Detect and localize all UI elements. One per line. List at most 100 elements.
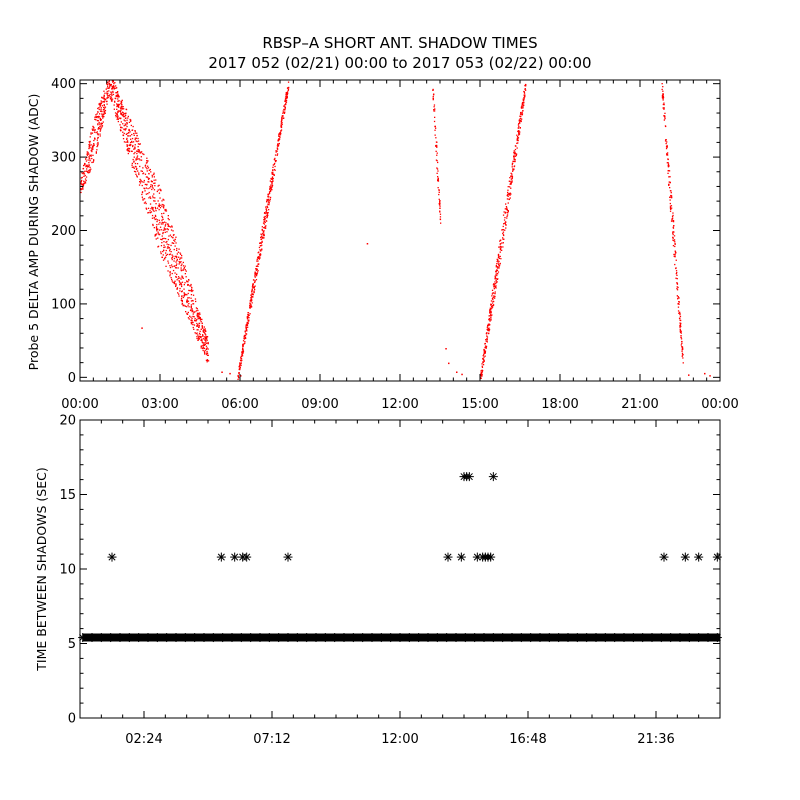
data-point — [240, 363, 242, 365]
data-point — [504, 229, 506, 231]
data-point — [667, 158, 669, 160]
data-point — [185, 270, 187, 272]
data-point — [197, 318, 199, 320]
x-tick-label: 03:00 — [141, 397, 178, 412]
data-point — [162, 222, 164, 224]
data-point — [669, 207, 672, 209]
data-point — [147, 212, 149, 214]
data-point — [266, 201, 268, 203]
data-point — [104, 100, 106, 102]
data-point — [167, 270, 169, 272]
data-point — [485, 340, 487, 342]
data-point — [492, 304, 495, 306]
data-point — [88, 156, 90, 158]
data-point — [523, 91, 525, 93]
data-point — [99, 105, 101, 107]
data-point — [178, 263, 180, 265]
data-point — [87, 166, 89, 168]
data-point — [95, 152, 97, 154]
data-point — [488, 319, 491, 321]
data-point — [196, 325, 198, 327]
data-point — [274, 162, 276, 165]
data-point — [507, 186, 509, 188]
data-point — [163, 205, 165, 207]
data-point — [178, 293, 180, 295]
data-point — [179, 284, 181, 286]
data-point — [114, 112, 117, 114]
data-point — [268, 193, 270, 195]
data-point — [116, 113, 118, 115]
data-point — [101, 125, 104, 127]
data-point — [499, 249, 502, 251]
data-point — [525, 85, 527, 87]
data-point — [179, 282, 181, 284]
data-point — [159, 188, 161, 190]
data-point — [141, 193, 143, 196]
data-point — [517, 137, 520, 139]
data-point — [274, 157, 276, 160]
data-point — [366, 243, 369, 245]
data-point — [439, 218, 442, 221]
data-point — [506, 207, 508, 209]
data-point — [436, 154, 438, 156]
data-point — [134, 137, 136, 139]
data-point — [161, 213, 163, 215]
data-point — [200, 336, 202, 339]
data-point — [147, 193, 149, 195]
data-point — [156, 230, 158, 232]
data-point — [276, 150, 278, 152]
data-point — [470, 633, 480, 643]
data-point — [261, 234, 263, 236]
data-point — [259, 255, 261, 257]
data-point — [582, 633, 592, 643]
data-point — [287, 88, 290, 91]
data-point — [120, 113, 122, 115]
data-point — [126, 121, 128, 124]
data-point — [671, 207, 673, 209]
data-point — [175, 264, 177, 267]
data-point — [188, 302, 190, 305]
data-point — [121, 99, 123, 101]
data-point — [99, 135, 101, 137]
data-point — [114, 100, 116, 102]
data-point — [165, 256, 167, 258]
data-point — [173, 239, 175, 241]
data-point — [133, 134, 135, 136]
data-point — [491, 306, 494, 308]
data-point — [436, 152, 438, 154]
data-point — [522, 99, 524, 101]
data-point — [201, 338, 203, 340]
data-point — [498, 246, 500, 248]
data-point — [166, 243, 168, 245]
data-point — [177, 277, 179, 280]
data-point — [496, 269, 499, 272]
data-point — [491, 305, 494, 307]
data-point — [117, 93, 119, 95]
data-point — [367, 633, 377, 643]
data-point — [94, 118, 96, 120]
data-point — [169, 273, 171, 275]
data-point — [263, 230, 265, 232]
data-point — [206, 352, 208, 354]
data-point — [180, 298, 183, 300]
data-point — [284, 104, 286, 106]
data-point — [191, 319, 193, 321]
data-point — [129, 135, 131, 137]
data-point — [665, 125, 667, 128]
data-point — [252, 293, 254, 295]
data-point — [277, 143, 279, 145]
data-point — [486, 329, 489, 331]
data-point — [158, 203, 160, 205]
data-point — [128, 135, 130, 137]
data-point — [183, 267, 186, 269]
data-point — [106, 94, 108, 96]
data-point — [518, 134, 520, 136]
x-tick-label: 00:00 — [701, 397, 738, 412]
data-point — [83, 171, 85, 174]
data-point — [130, 124, 132, 127]
data-point — [287, 89, 289, 92]
data-point — [496, 273, 498, 275]
data-point — [137, 143, 140, 145]
data-point — [525, 89, 527, 91]
